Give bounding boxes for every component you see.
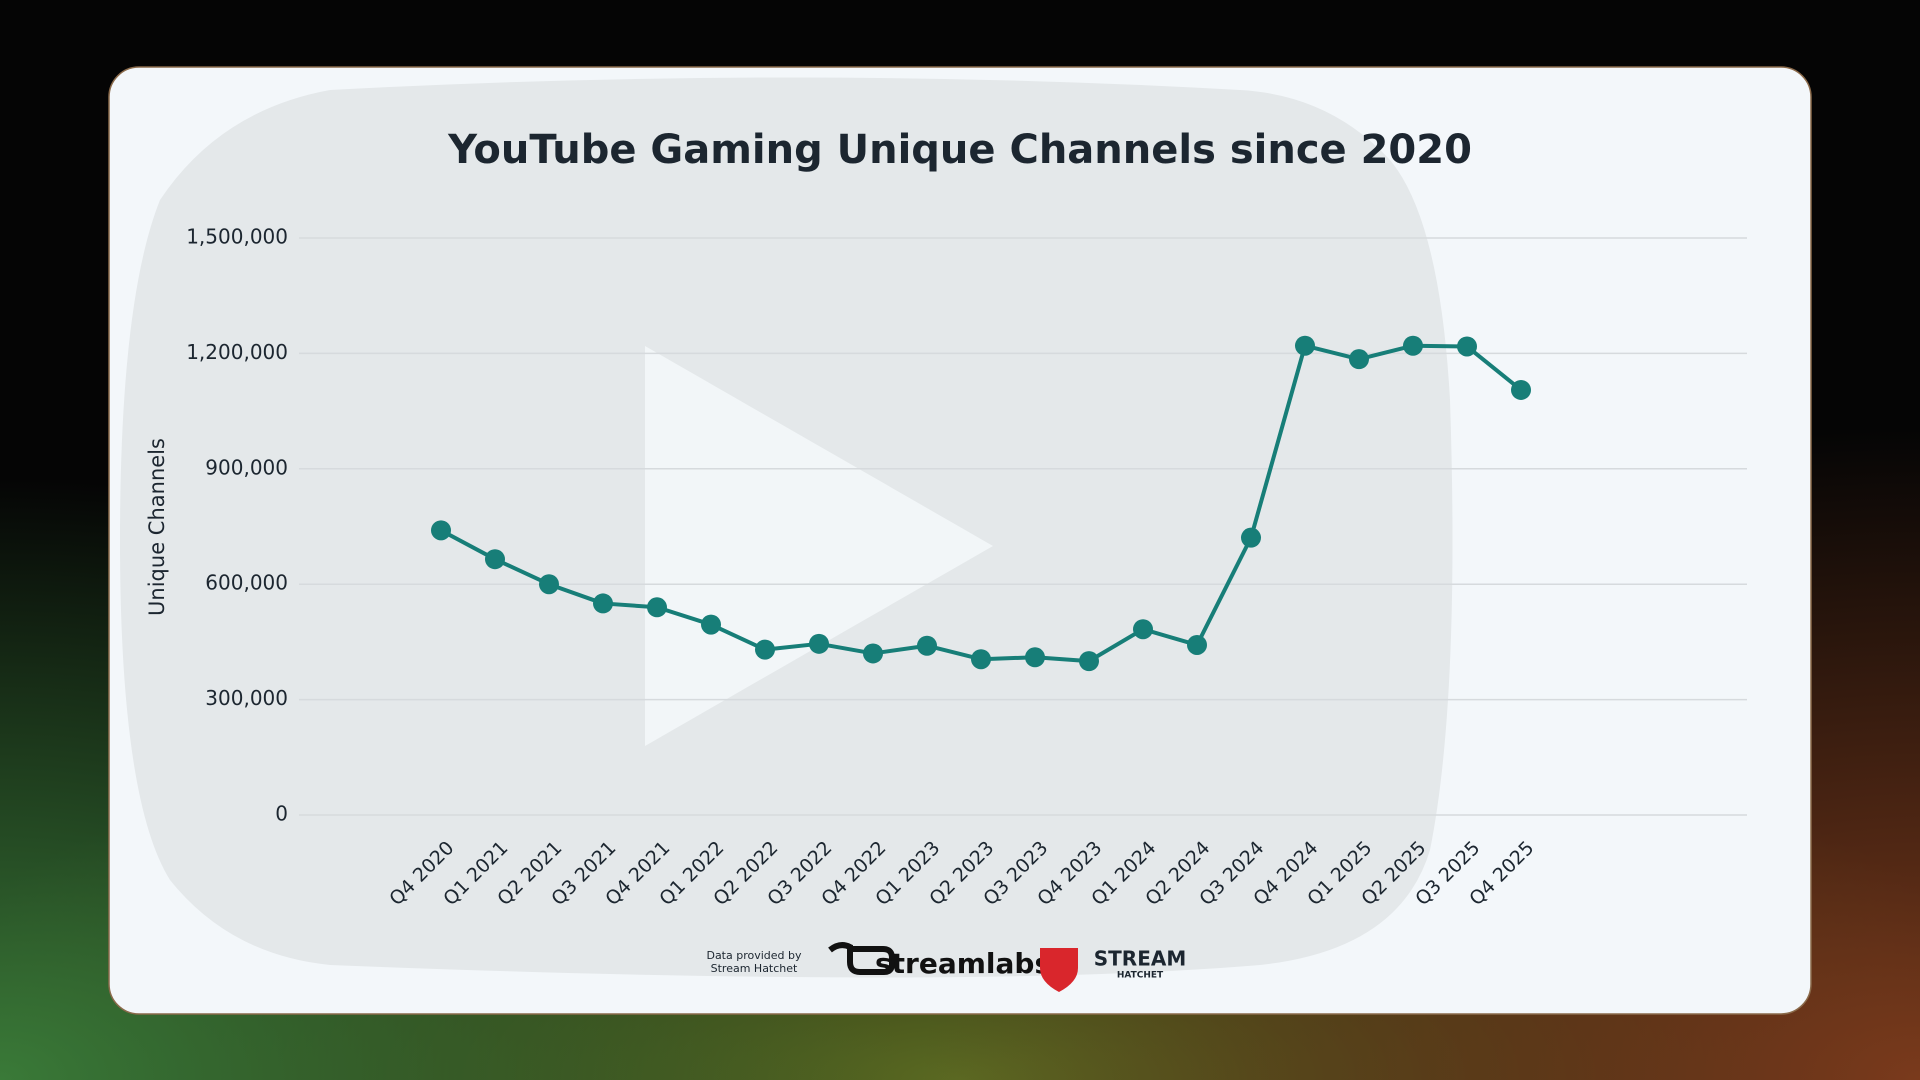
point — [809, 633, 829, 654]
point — [755, 639, 775, 660]
point — [1457, 336, 1477, 357]
logo: STREAM — [1094, 947, 1187, 971]
point — [1025, 647, 1045, 668]
point — [1511, 379, 1531, 400]
point — [1295, 335, 1315, 356]
logo: streamlabs — [875, 947, 1051, 980]
y-tick-label: 0 — [275, 802, 288, 826]
y-tick-label: 1,200,000 — [186, 340, 288, 364]
point — [1079, 651, 1099, 672]
point — [593, 593, 613, 614]
point — [971, 649, 991, 670]
hatchet-icon — [1040, 948, 1078, 992]
point — [539, 574, 559, 595]
point — [1349, 349, 1369, 370]
point — [1187, 634, 1207, 655]
point — [431, 520, 451, 541]
y-tick-label: 1,500,000 — [186, 225, 288, 249]
point — [701, 614, 721, 635]
credit: Stream Hatchet — [711, 962, 798, 975]
point — [1403, 335, 1423, 356]
credit: Data provided by — [706, 949, 802, 962]
point — [647, 597, 667, 618]
y-tick-label: 600,000 — [205, 571, 288, 595]
bg-play — [645, 346, 993, 746]
y-tick-label: 900,000 — [205, 455, 288, 479]
point — [1133, 619, 1153, 640]
point — [863, 643, 883, 664]
point — [917, 635, 937, 656]
point — [485, 549, 505, 570]
y-axis-label: Unique Channels — [145, 438, 169, 616]
streamlabs-icon — [828, 942, 895, 975]
point — [1241, 527, 1261, 548]
y-tick-label: 300,000 — [205, 686, 288, 710]
logo: HATCHET — [1117, 971, 1164, 981]
chart-title: YouTube Gaming Unique Channels since 202… — [447, 127, 1472, 173]
